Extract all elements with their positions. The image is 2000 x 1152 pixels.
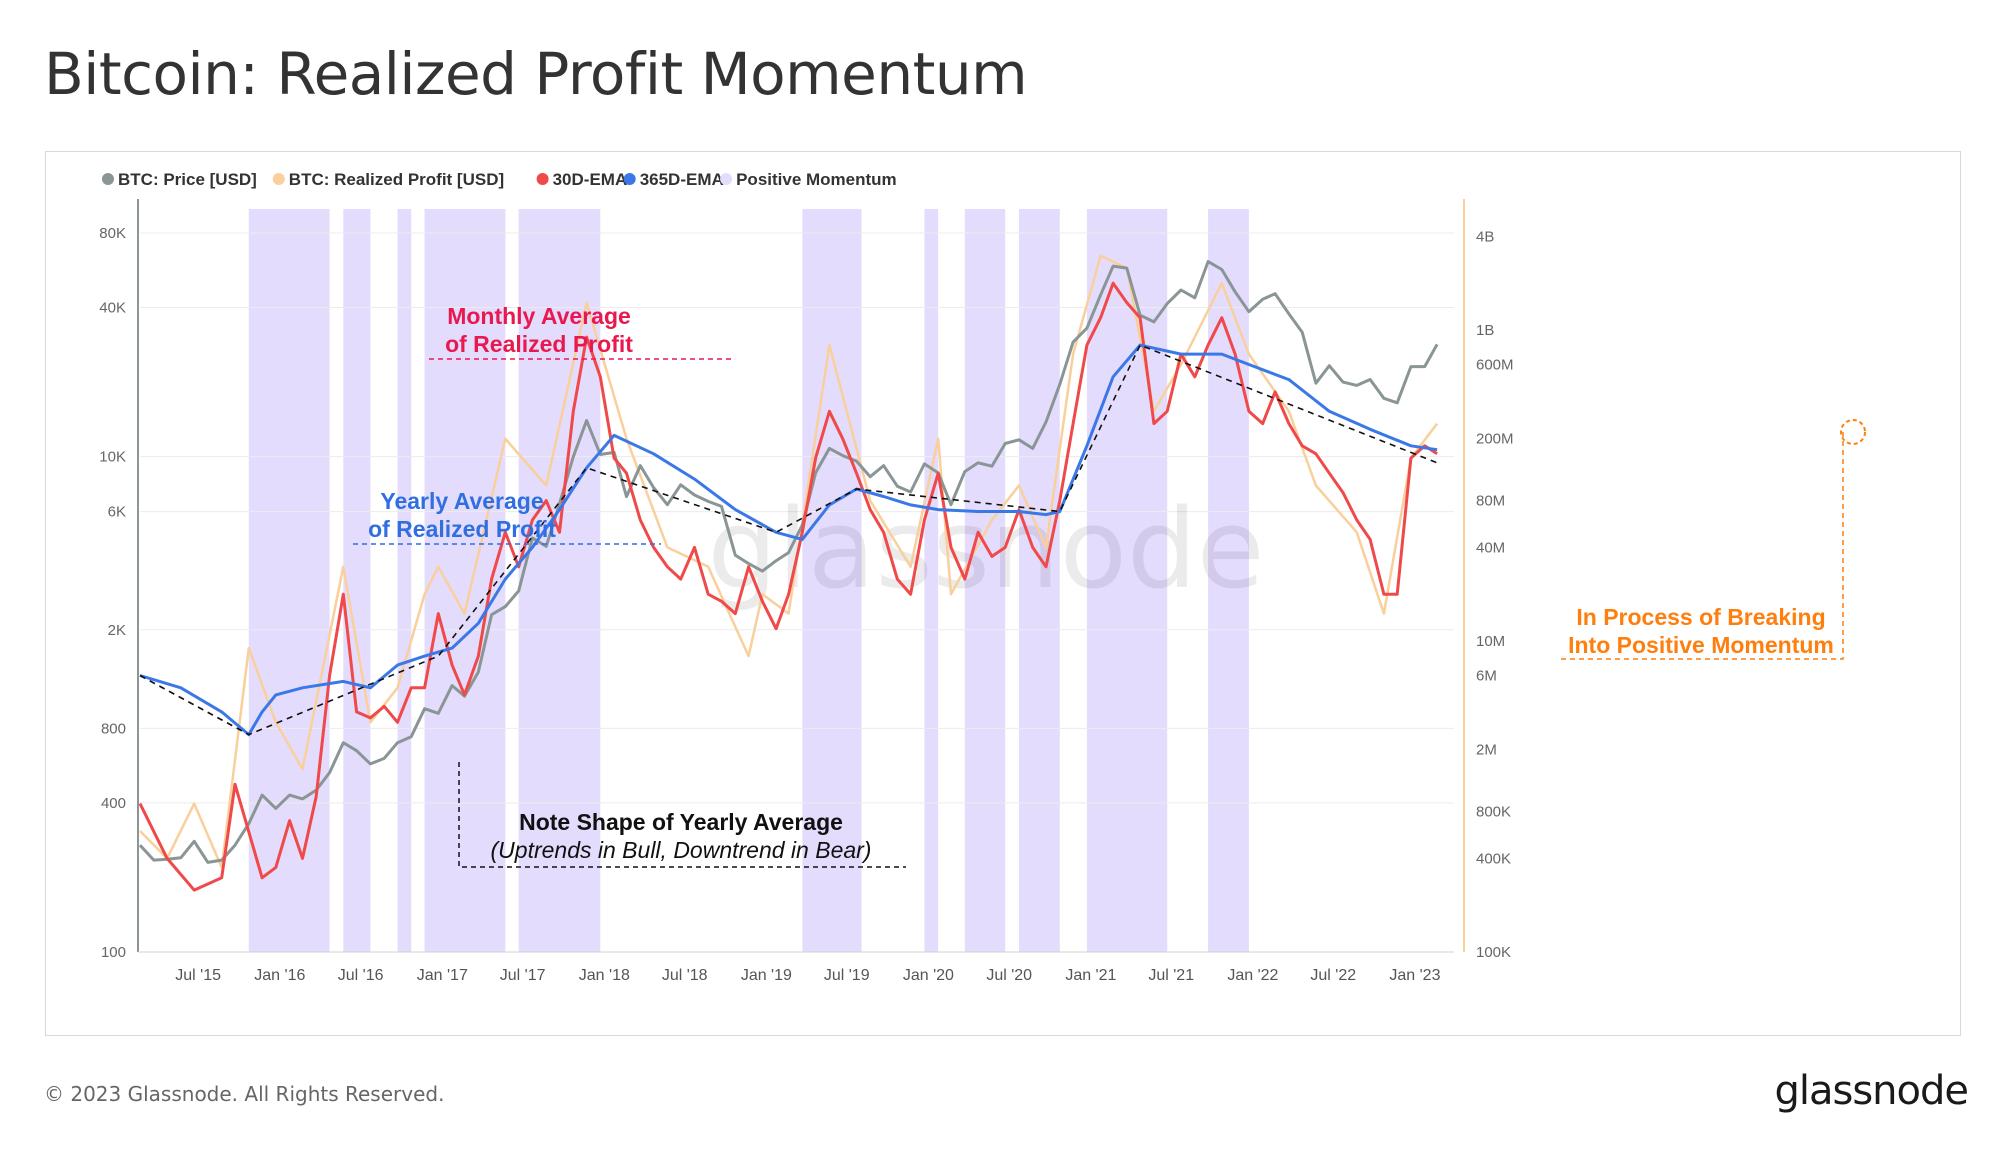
y-left-tick-label: 40K: [99, 300, 126, 317]
annotation-monthly-average: of Realized Profit: [445, 331, 633, 357]
positive-momentum-band: [856, 209, 862, 952]
x-tick-label: Jan '23: [1389, 967, 1440, 984]
positive-momentum-band: [924, 209, 939, 952]
x-tick-label: Jul '21: [1148, 967, 1194, 984]
positive-momentum-band: [343, 209, 371, 952]
annotation-monthly-average: Monthly Average: [447, 303, 631, 329]
x-tick-label: Jan '16: [254, 967, 305, 984]
x-tick-label: Jul '17: [500, 967, 546, 984]
chart-panel: glassnode 100 400 800 2K 6K 10K 40K 80K 100K 400K…: [45, 151, 1961, 1036]
legend-label: BTC: Price [USD]: [118, 170, 257, 189]
y-right-tick-label: 800K: [1476, 804, 1511, 821]
legend-label: BTC: Realized Profit [USD]: [289, 170, 504, 189]
x-tick-label: Jul '20: [986, 967, 1032, 984]
x-tick-label: Jul '18: [662, 967, 708, 984]
y-right-tick-label: 6M: [1476, 667, 1497, 684]
y-left-tick-label: 100: [101, 944, 126, 961]
annotation-breaking-leader: [1561, 432, 1844, 660]
copyright-footer: © 2023 Glassnode. All Rights Reserved.: [44, 1082, 445, 1106]
legend-marker: [102, 173, 114, 185]
y-right-tick-label: 4B: [1476, 228, 1494, 245]
30d-ema-line: [138, 281, 1438, 892]
btc-price-usd-line: [138, 260, 1439, 864]
x-tick-label: Jan '19: [741, 967, 792, 984]
annotation-yearly-average: Yearly Average: [380, 488, 543, 514]
legend-label: Positive Momentum: [736, 170, 897, 189]
y-right-tick-label: 600M: [1476, 356, 1514, 373]
y-right-tick-label: 1B: [1476, 322, 1494, 339]
annotation-yearly-shape: (Uptrends in Bull, Downtrend in Bear): [491, 837, 872, 863]
y-left-tick-label: 400: [101, 795, 126, 812]
annotation-breaking-momentum: In Process of Breaking: [1576, 604, 1825, 630]
annotation-breaking-marker: [1840, 419, 1866, 445]
positive-momentum-band: [518, 209, 601, 952]
annotation-breaking-momentum: Into Positive Momentum: [1568, 632, 1834, 658]
x-tick-label: Jul '22: [1310, 967, 1356, 984]
positive-momentum-band: [964, 209, 1006, 952]
chart-svg: glassnode 1004008002K6K10K40K80K100K400K…: [99, 170, 1866, 984]
annotation-yearly-shape: Note Shape of Yearly Average: [519, 809, 843, 835]
positive-momentum-band: [1018, 209, 1060, 952]
x-tick-label: Jan '21: [1065, 967, 1116, 984]
y-right-tick-label: 10M: [1476, 633, 1505, 650]
x-tick-label: Jul '16: [338, 967, 384, 984]
365d-ema-line: [139, 343, 1438, 737]
y-right-tick-label: 40M: [1476, 539, 1505, 556]
positive-momentum-band: [248, 209, 330, 952]
page-title: Bitcoin: Realized Profit Momentum: [44, 40, 1028, 108]
y-left-tick-label: 10K: [99, 449, 126, 466]
x-tick-label: Jan '18: [579, 967, 630, 984]
y-right-tick-label: 2M: [1476, 742, 1497, 759]
positive-momentum-band: [1086, 209, 1168, 952]
legend-label: 30D-EMA: [553, 170, 628, 189]
x-tick-label: Jan '22: [1227, 967, 1278, 984]
positive-momentum-band: [397, 209, 412, 952]
yearly-average-trend-guide: [139, 344, 1438, 736]
x-tick-label: Jan '17: [417, 967, 468, 984]
annotation-yearly-average: of Realized Profit: [368, 516, 556, 542]
legend-marker: [623, 173, 636, 185]
x-tick-label: Jan '20: [903, 967, 954, 984]
x-tick-label: Jul '15: [175, 967, 221, 984]
brand-logo: glassnode: [1774, 1068, 1969, 1114]
y-right-tick-label: 400K: [1476, 850, 1511, 867]
legend-label: 365D-EMA: [640, 170, 724, 189]
positive-momentum-band: [802, 209, 857, 952]
y-left-tick-label: 800: [101, 720, 126, 737]
y-left-tick-label: 6K: [108, 504, 126, 521]
y-left-tick-label: 2K: [108, 622, 126, 639]
btc-realized-profit-usd-line: [139, 254, 1439, 869]
legend-marker: [536, 173, 549, 185]
y-right-tick-label: 200M: [1476, 431, 1514, 448]
x-tick-label: Jul '19: [824, 967, 870, 984]
y-right-tick-label: 80M: [1476, 493, 1505, 510]
y-right-tick-label: 100K: [1476, 944, 1511, 961]
y-left-tick-label: 80K: [99, 225, 126, 242]
legend-marker: [272, 173, 285, 185]
legend-marker: [720, 173, 733, 185]
